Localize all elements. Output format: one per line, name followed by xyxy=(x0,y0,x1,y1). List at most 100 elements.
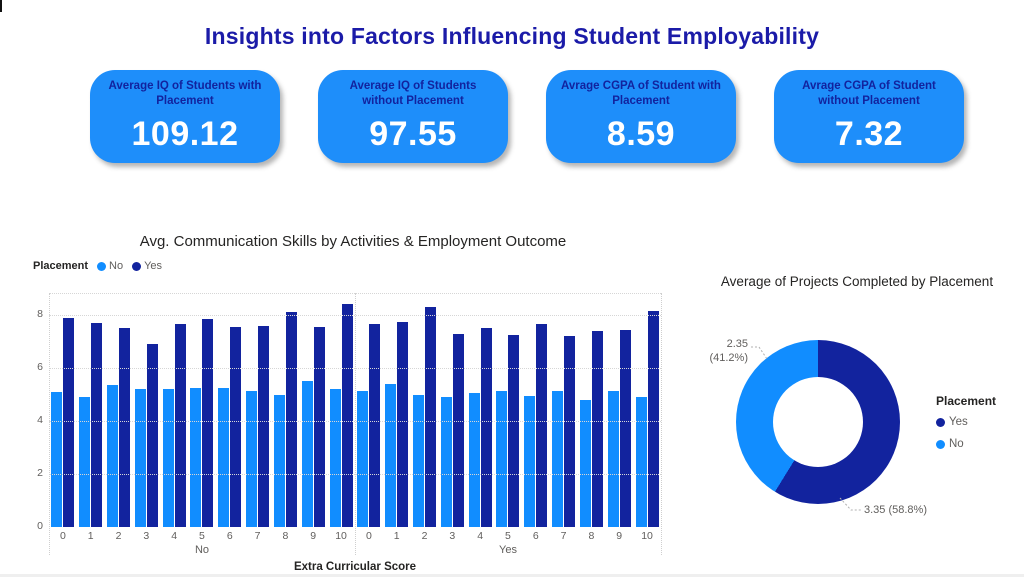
bar-slot xyxy=(79,293,103,527)
bar-yes-6-yes[interactable] xyxy=(536,324,548,527)
bar-group-yes xyxy=(355,293,661,527)
bar-yes-1-no[interactable] xyxy=(385,383,397,527)
bar-no-0-no[interactable] xyxy=(51,391,63,527)
bar-yes-0-yes[interactable] xyxy=(369,324,381,527)
legend-item-yes[interactable]: Yes xyxy=(132,260,162,272)
bar-yes-9-yes[interactable] xyxy=(619,329,631,527)
bar-no-3-yes[interactable] xyxy=(146,344,158,527)
slice-label-value: 2.35 xyxy=(726,338,748,350)
bar-no-2-no[interactable] xyxy=(107,385,119,527)
legend-item-no[interactable]: No xyxy=(97,260,123,272)
x-tick-label: 3 xyxy=(143,530,150,542)
kpi-card-avg-cgpa-placed[interactable]: Avrage CGPA of Student with Placement 8.… xyxy=(546,70,736,163)
bar-slot xyxy=(190,293,214,527)
bar-no-3-no[interactable] xyxy=(134,389,146,527)
bar-chart-visual: Avg. Communication Skills by Activities … xyxy=(28,228,678,577)
page-title: Insights into Factors Influencing Studen… xyxy=(204,23,820,50)
bar-yes-7-no[interactable] xyxy=(552,390,564,527)
donut-chart-title: Average of Projects Completed by Placeme… xyxy=(720,274,994,289)
y-tick-label: 8 xyxy=(37,307,43,320)
legend-item-label: No xyxy=(949,438,964,450)
x-tick-label: 7 xyxy=(254,530,261,542)
donut-hole xyxy=(773,377,863,467)
donut-ring[interactable] xyxy=(736,340,900,504)
bar-no-10-yes[interactable] xyxy=(341,304,353,527)
bar-no-6-no[interactable] xyxy=(218,387,230,527)
bar-no-4-yes[interactable] xyxy=(174,324,186,527)
legend-item-label: Yes xyxy=(144,260,163,272)
bar-slot xyxy=(134,293,158,527)
bar-no-1-no[interactable] xyxy=(79,397,91,527)
bar-yes-8-no[interactable] xyxy=(579,399,591,527)
x-tick-label: 4 xyxy=(171,530,178,542)
kpi-card-avg-iq-placed[interactable]: Average IQ of Students with Placement 10… xyxy=(90,70,280,163)
kpi-card-value: 7.32 xyxy=(834,114,904,153)
kpi-card-avg-iq-unplaced[interactable]: Average IQ of Students without Placement… xyxy=(318,70,508,163)
bar-yes-7-yes[interactable] xyxy=(564,336,576,527)
legend-dot-icon xyxy=(936,439,945,449)
category-separator xyxy=(661,293,662,555)
legend-item-no[interactable]: No xyxy=(936,438,996,450)
x-tick-label: 1 xyxy=(393,530,400,542)
category-separator xyxy=(49,293,50,555)
label-leader-lines xyxy=(751,346,862,511)
bar-yes-5-no[interactable] xyxy=(496,390,508,527)
x-axis-score-labels: 0 1 2 3 4 5 6 7 8 9 10 0 1 2 3 4 5 6 7 8 9 10 xyxy=(49,530,661,542)
bar-no-0-yes[interactable] xyxy=(63,317,75,527)
bar-yes-1-yes[interactable] xyxy=(397,321,409,527)
x-tick-label: 1 xyxy=(87,530,94,542)
bar-yes-2-yes[interactable] xyxy=(425,307,437,527)
bar-no-1-yes[interactable] xyxy=(91,322,103,527)
legend-title: Placement xyxy=(936,394,997,408)
bar-yes-4-no[interactable] xyxy=(468,393,480,527)
bar-no-9-no[interactable] xyxy=(301,381,313,527)
bar-yes-3-yes[interactable] xyxy=(452,333,464,527)
bar-no-5-yes[interactable] xyxy=(202,319,214,527)
legend-dot-icon xyxy=(132,261,142,271)
bar-slot xyxy=(329,293,353,527)
x-tick-label: 4 xyxy=(477,530,484,542)
bar-no-7-no[interactable] xyxy=(246,390,258,527)
x-tick-label: 5 xyxy=(199,530,205,542)
slice-label-yes: 3.35 (58.8%) xyxy=(864,504,927,516)
bar-no-10-no[interactable] xyxy=(329,389,341,527)
group-label-no: No xyxy=(194,544,210,556)
kpi-card-value: 97.55 xyxy=(369,114,457,153)
bar-slot xyxy=(635,293,659,527)
bar-no-2-yes[interactable] xyxy=(119,328,131,527)
kpi-card-avg-cgpa-unplaced[interactable]: Avrage CGPA of Student without Placement… xyxy=(774,70,964,163)
donut-legend: Placement Yes No xyxy=(936,394,996,460)
bar-slot xyxy=(385,293,409,527)
x-tick-label: 6 xyxy=(532,530,539,542)
bars-row xyxy=(49,293,661,527)
bar-yes-3-no[interactable] xyxy=(440,397,452,527)
x-tick-label: 9 xyxy=(310,530,317,542)
bar-yes-6-no[interactable] xyxy=(524,395,536,527)
bar-no-5-no[interactable] xyxy=(190,387,202,527)
x-tick-label: 3 xyxy=(449,530,456,542)
x-tick-label: 7 xyxy=(560,530,567,542)
slice-label-no: 2.35 (41.2%) xyxy=(690,338,748,366)
x-tick-label: 10 xyxy=(335,530,347,542)
bar-no-6-yes[interactable] xyxy=(230,326,242,527)
bar-no-7-yes[interactable] xyxy=(258,325,270,527)
kpi-card-label: Avrage CGPA of Student without Placement xyxy=(802,80,936,107)
bar-slot xyxy=(107,293,131,527)
bar-yes-10-yes[interactable] xyxy=(647,311,659,527)
bar-yes-5-yes[interactable] xyxy=(508,334,520,527)
y-tick-label: 0 xyxy=(37,520,43,532)
bar-yes-4-yes[interactable] xyxy=(480,328,492,527)
bar-slot xyxy=(162,293,186,527)
bar-yes-2-no[interactable] xyxy=(413,394,425,527)
bar-no-8-no[interactable] xyxy=(273,394,285,527)
legend-item-yes[interactable]: Yes xyxy=(936,416,996,428)
bar-yes-8-yes[interactable] xyxy=(591,330,603,527)
bar-yes-0-no[interactable] xyxy=(357,390,369,527)
legend-item-label: Yes xyxy=(949,416,968,428)
bar-no-9-yes[interactable] xyxy=(313,326,325,527)
kpi-card-label: Avrage CGPA of Student with Placement xyxy=(561,80,721,107)
bar-yes-9-no[interactable] xyxy=(607,390,619,527)
bar-no-8-yes[interactable] xyxy=(285,312,297,527)
bar-no-4-no[interactable] xyxy=(162,389,174,527)
bar-yes-10-no[interactable] xyxy=(635,397,647,527)
